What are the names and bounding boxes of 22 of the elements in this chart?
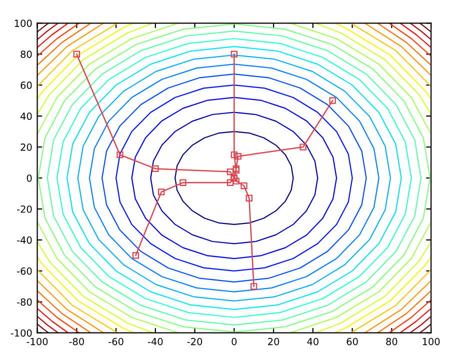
x-tick-label: 20 xyxy=(268,338,280,346)
x-tick-label: 60 xyxy=(346,338,358,346)
x-tick-label: 80 xyxy=(386,338,398,346)
y-tick-label: -80 xyxy=(17,298,32,306)
x-tick-label: -80 xyxy=(69,338,84,346)
y-tick-label: 0 xyxy=(26,174,32,182)
y-tick-label: -100 xyxy=(10,329,32,337)
y-tick-label: -20 xyxy=(17,205,32,213)
y-tick-label: 60 xyxy=(20,82,32,89)
x-tick-label: -60 xyxy=(108,338,124,346)
y-tick-label: 20 xyxy=(20,144,32,151)
y-tick-label: 40 xyxy=(20,112,32,120)
x-tick-label: 0 xyxy=(232,338,237,346)
y-tick-label: 80 xyxy=(20,50,32,58)
y-tick-label: -40 xyxy=(17,236,32,244)
x-tick-label: 40 xyxy=(307,338,318,346)
x-tick-label: -100 xyxy=(26,338,48,346)
x-tick-label: -20 xyxy=(187,338,202,346)
x-tick-label: -40 xyxy=(148,338,163,346)
y-tick-label: 100 xyxy=(14,20,32,27)
y-tick-label: -60 xyxy=(17,267,32,275)
x-tick-label: 100 xyxy=(422,338,440,346)
